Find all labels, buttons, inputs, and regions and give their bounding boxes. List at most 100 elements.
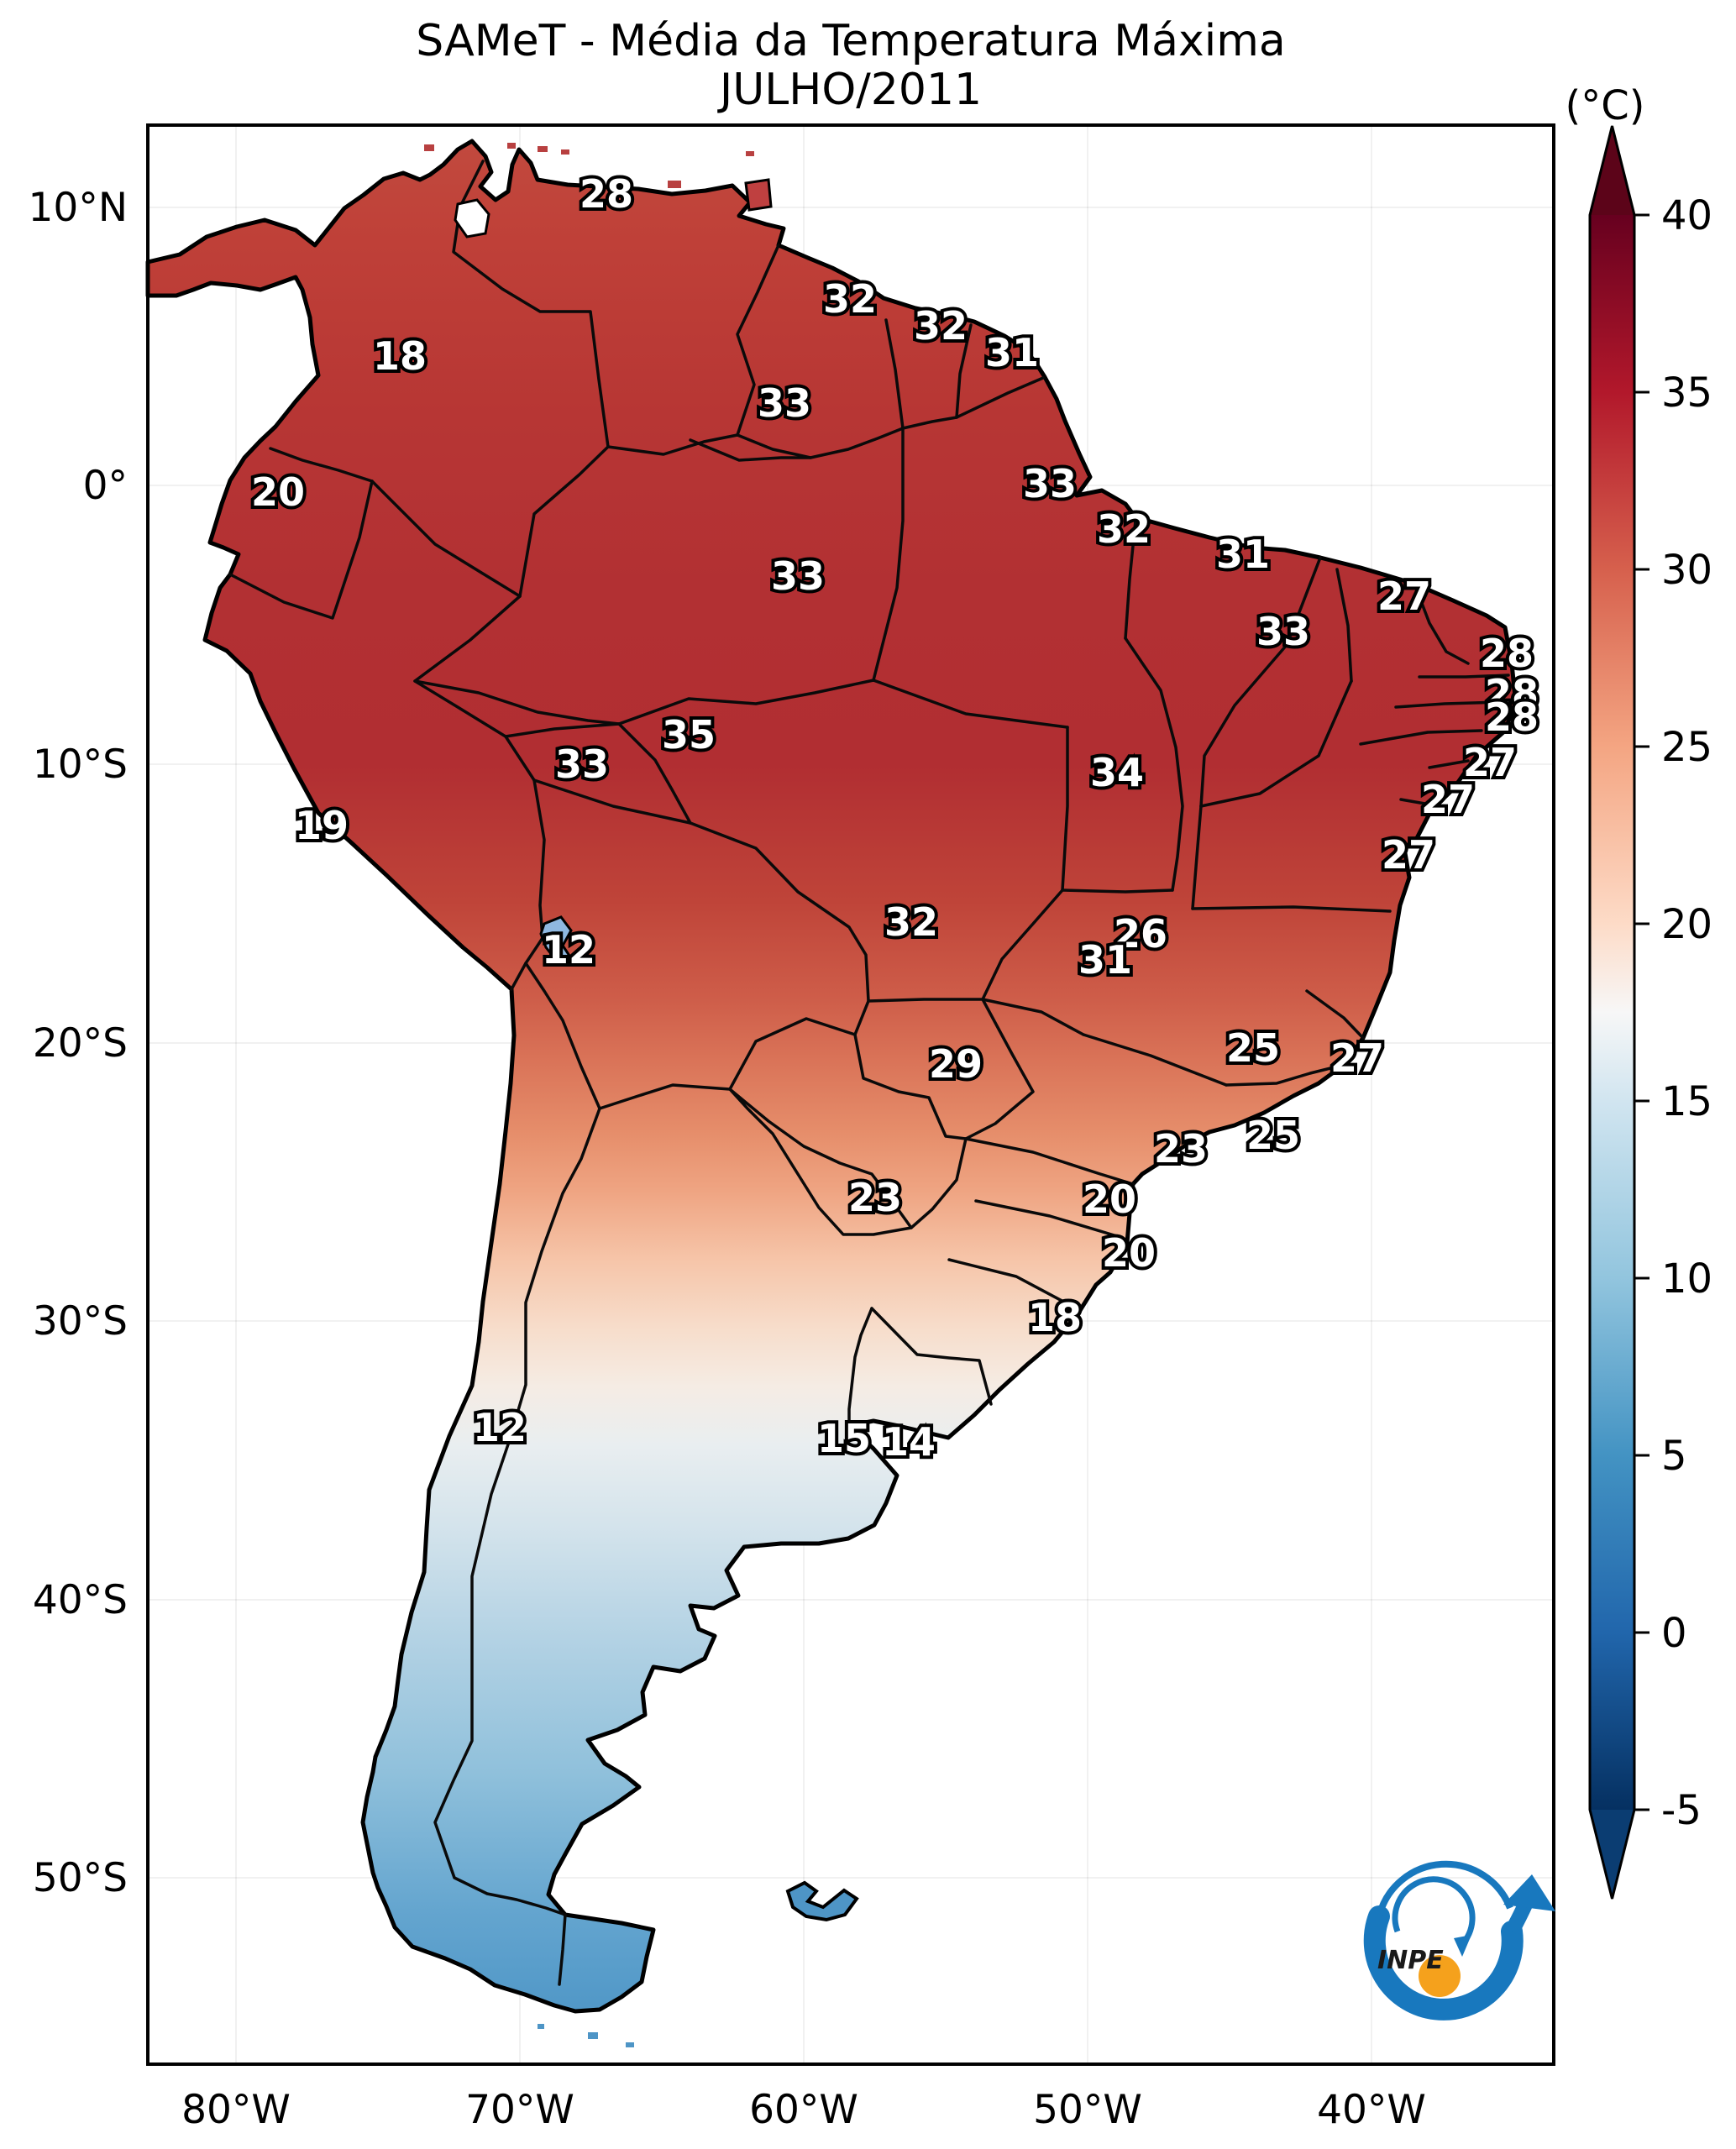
southern-islet-2 — [626, 2042, 634, 2047]
colorbar-tick-label: 25 — [1661, 724, 1712, 771]
temp-label-31: 31 — [1078, 937, 1132, 983]
temp-label-32: 32 — [1097, 506, 1151, 552]
title-line-1: SAMeT - Média da Temperatura Máxima — [416, 16, 1286, 66]
lake-maracaibo — [454, 198, 490, 238]
logo-arrow-head — [1503, 1874, 1555, 1911]
temp-label-25: 25 — [1226, 1025, 1280, 1071]
curacao-island — [538, 146, 548, 152]
temp-label-14: 14 — [882, 1419, 936, 1465]
southern-islet-1 — [588, 2032, 598, 2039]
lake-titicaca — [539, 915, 573, 964]
temp-label-31: 31 — [1216, 532, 1270, 577]
temp-label-28: 28 — [1485, 694, 1539, 740]
colorbar-tick-label: 30 — [1661, 547, 1712, 594]
temp-label-23: 23 — [1154, 1126, 1208, 1171]
colorbar-tick-label: 35 — [1661, 370, 1712, 417]
temp-label-27: 27 — [1421, 777, 1475, 822]
lat-tick-label: 50°S — [33, 1855, 128, 1901]
lat-tick-label: 30°S — [33, 1298, 128, 1344]
temp-label-15: 15 — [817, 1416, 871, 1461]
colorbar-tick-label: 40 — [1661, 192, 1712, 239]
colorbar-tick-label: 20 — [1661, 901, 1712, 948]
colorbar-over-arrow — [1590, 126, 1634, 215]
colorbar-tick-label: 5 — [1661, 1433, 1687, 1480]
falkland-islands — [785, 1880, 859, 1922]
tobago-island — [746, 151, 754, 156]
temp-label-25: 25 — [1246, 1113, 1300, 1158]
aruba-island — [507, 143, 516, 149]
temp-label-35: 35 — [662, 712, 716, 757]
temp-label-18: 18 — [373, 333, 427, 379]
temp-label-27: 27 — [1330, 1035, 1384, 1081]
lon-tick-label: 40°W — [1317, 2087, 1426, 2133]
inpe-logo: INPE — [1363, 1860, 1555, 2021]
logo-orange-dot — [1419, 1955, 1461, 1997]
temp-label-23: 23 — [848, 1175, 902, 1220]
bonaire-island — [561, 149, 569, 155]
lat-tick-label: 0° — [83, 463, 128, 509]
temp-label-32: 32 — [914, 303, 968, 349]
coastline — [148, 141, 1516, 2011]
colorbar-tick-label: -5 — [1661, 1787, 1702, 1834]
logo-text: INPE — [1377, 1946, 1444, 1975]
temp-label-26: 26 — [1114, 911, 1167, 957]
temp-label-32: 32 — [823, 276, 877, 322]
temp-label-20: 20 — [1083, 1177, 1136, 1222]
colorbar-tick-label: 15 — [1661, 1078, 1712, 1125]
lat-tick-label: 10°S — [33, 742, 128, 788]
colorbar-gradient — [1590, 215, 1634, 1810]
temp-label-20: 20 — [1102, 1230, 1156, 1276]
logo-swirl-arc — [1363, 1905, 1524, 2021]
longitude-axis: 80°W 70°W 60°W 50°W 40°W — [181, 2087, 1426, 2133]
temp-label-28: 28 — [1485, 671, 1539, 716]
colorbar-unit-label: (°C) — [1566, 82, 1645, 129]
trinidad-island — [744, 178, 773, 212]
title-line-2: JULHO/2011 — [717, 65, 982, 115]
temperature-map — [148, 141, 1516, 2015]
temp-label-20: 20 — [251, 469, 305, 515]
colorbar-tick-label: 0 — [1661, 1610, 1687, 1657]
map-frame — [146, 123, 1555, 2066]
temp-label-18: 18 — [1028, 1295, 1082, 1340]
latitude-axis: 10°N 0° 10°S 20°S 30°S 40°S 50°S — [29, 185, 128, 1901]
temp-label-32: 32 — [884, 899, 938, 945]
lat-tick-label: 40°S — [33, 1577, 128, 1623]
temp-label-27: 27 — [1377, 574, 1431, 619]
colorbar: (°C) 40 35 30 25 20 15 10 5 0 -5 — [1566, 82, 1712, 1900]
temp-label-33: 33 — [555, 742, 609, 787]
lat-tick-label: 20°S — [33, 1020, 128, 1067]
temp-label-27: 27 — [1382, 832, 1435, 878]
temp-label-28: 28 — [580, 171, 633, 217]
temp-label-12: 12 — [473, 1405, 527, 1450]
temp-label-28: 28 — [1480, 631, 1534, 676]
lon-tick-label: 70°W — [465, 2087, 574, 2133]
temp-label-33: 33 — [1256, 609, 1310, 654]
logo-inner-arrow — [1454, 1935, 1471, 1957]
temp-label-19: 19 — [295, 803, 349, 848]
water-features — [424, 143, 859, 2047]
lon-tick-label: 50°W — [1033, 2087, 1142, 2133]
temp-label-27: 27 — [1463, 740, 1517, 785]
lat-tick-label: 10°N — [29, 185, 128, 231]
temp-label-29: 29 — [929, 1041, 983, 1087]
lon-tick-label: 60°W — [749, 2087, 858, 2133]
temp-label-34: 34 — [1090, 750, 1144, 795]
figure-title: SAMeT - Média da Temperatura Máxima JULH… — [416, 16, 1286, 115]
logo-inner-arc — [1392, 1876, 1476, 1947]
temp-label-33: 33 — [771, 553, 825, 599]
caribbean-islet-1 — [424, 144, 434, 151]
margarita-island — [668, 181, 681, 188]
colorbar-ticks: 40 35 30 25 20 15 10 5 0 -5 — [1634, 192, 1712, 1834]
temp-label-12: 12 — [542, 927, 595, 972]
temp-label-33: 33 — [1023, 461, 1077, 506]
colorbar-under-arrow — [1590, 1810, 1634, 1899]
temp-label-33: 33 — [758, 380, 811, 426]
lon-tick-label: 80°W — [181, 2087, 291, 2133]
temp-label-31: 31 — [985, 330, 1039, 375]
colorbar-tick-label: 10 — [1661, 1255, 1712, 1303]
political-borders — [228, 160, 1510, 1986]
southern-islet-3 — [538, 2024, 544, 2029]
